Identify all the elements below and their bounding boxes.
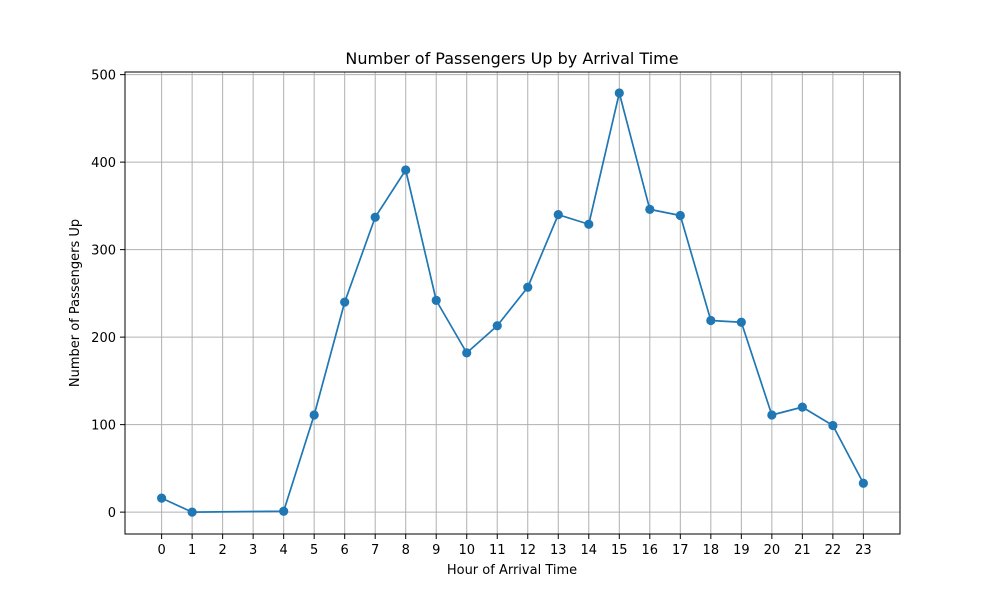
x-tick-label: 17 [672, 543, 689, 558]
data-point [492, 321, 502, 331]
x-tick-label: 19 [733, 543, 750, 558]
plot-frame [124, 71, 901, 535]
y-tick-label: 300 [91, 244, 116, 259]
data-point [370, 212, 380, 222]
x-tick-label: 11 [489, 543, 506, 558]
data-point [523, 282, 533, 292]
axis-ticks: 0 1 2 3 4 5 6 7 8 9 10 11 12 13 14 15 16 17 18 19 20 21 22 2301… [91, 69, 871, 558]
data-point [279, 506, 289, 516]
data-point [187, 507, 197, 517]
y-axis-label: Number of Passengers Up [68, 219, 83, 387]
data-point [675, 210, 685, 221]
x-tick-label: 15 [611, 543, 628, 558]
data-point [431, 295, 441, 305]
y-tick-label: 200 [91, 331, 116, 346]
data-point [828, 420, 838, 431]
y-tick-label: 500 [91, 69, 116, 84]
x-tick-label: 14 [581, 543, 598, 558]
x-tick-label: 20 [764, 543, 781, 558]
data-point [553, 210, 563, 220]
data-point [797, 402, 807, 412]
data-point [401, 165, 411, 175]
x-tick-label: 13 [550, 543, 567, 558]
data-point [706, 315, 716, 326]
x-tick-label: 3 [249, 543, 257, 558]
x-tick-label: 6 [341, 543, 349, 558]
series-line [161, 92, 865, 513]
x-tick-label: 5 [310, 543, 318, 558]
x-axis-label: Hour of Arrival Time [447, 563, 577, 578]
x-tick-label: 9 [432, 543, 440, 558]
data-point [767, 410, 777, 420]
series-layer [157, 88, 868, 517]
data-point [858, 478, 868, 488]
y-tick-label: 400 [91, 156, 116, 171]
data-point [462, 348, 472, 358]
data-point [614, 88, 624, 98]
grid [125, 72, 900, 534]
data-point [584, 219, 594, 229]
x-tick-label: 2 [218, 543, 226, 558]
data-point [309, 410, 319, 420]
x-tick-label: 8 [402, 543, 410, 558]
data-point [736, 317, 746, 327]
x-tick-label: 12 [519, 543, 536, 558]
y-tick-label: 100 [91, 419, 116, 434]
x-tick-label: 1 [188, 543, 196, 558]
x-tick-label: 4 [280, 543, 288, 558]
chart-title: Number of Passengers Up by Arrival Time [345, 49, 678, 68]
data-point [645, 204, 655, 214]
x-tick-label: 0 [157, 543, 165, 558]
x-tick-label: 23 [855, 543, 872, 558]
x-tick-label: 10 [458, 543, 475, 558]
x-tick-label: 21 [794, 543, 811, 558]
data-point [157, 493, 167, 503]
x-tick-label: 18 [703, 543, 720, 558]
data-point [340, 297, 350, 307]
x-tick-label: 7 [371, 543, 379, 558]
x-tick-label: 22 [825, 543, 842, 558]
x-tick-label: 16 [642, 543, 659, 558]
y-tick-label: 0 [108, 506, 116, 521]
